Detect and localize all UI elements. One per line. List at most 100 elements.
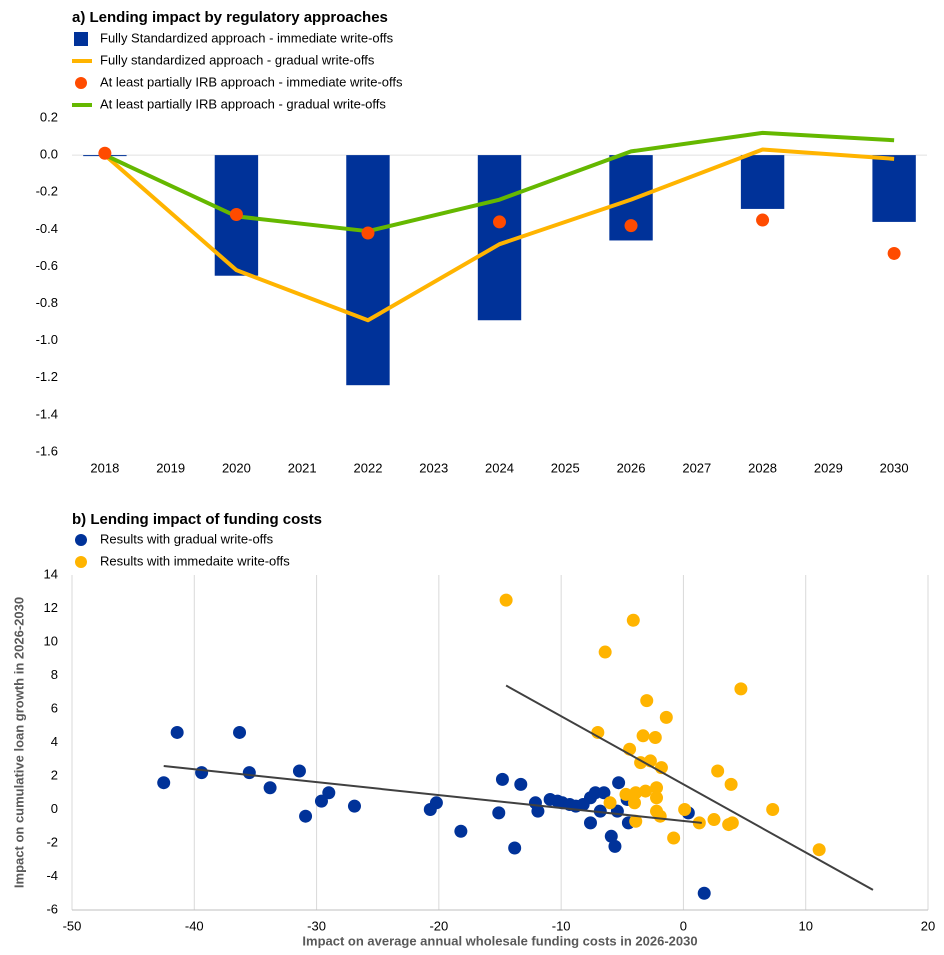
point bbox=[711, 764, 725, 778]
chart-title: a) Lending impact by regulatory approach… bbox=[72, 9, 388, 26]
x-tick-label: 2028 bbox=[748, 460, 777, 475]
x-tick-label: 20 bbox=[921, 918, 935, 933]
point bbox=[499, 593, 513, 607]
x-tick-label: -50 bbox=[63, 918, 82, 933]
point bbox=[812, 843, 826, 857]
point bbox=[659, 710, 673, 724]
point bbox=[508, 841, 522, 855]
point bbox=[722, 818, 736, 832]
y-tick-label: -1.6 bbox=[36, 443, 58, 458]
x-tick-label: 2027 bbox=[682, 460, 711, 475]
point bbox=[429, 796, 443, 810]
y-tick-label: -0.2 bbox=[36, 184, 58, 199]
y-tick-label: -6 bbox=[46, 901, 58, 916]
x-tick-label: 2019 bbox=[156, 460, 185, 475]
y-tick-label: 4 bbox=[51, 734, 58, 749]
marker bbox=[756, 213, 770, 227]
point bbox=[292, 764, 306, 778]
y-tick-label: 0.2 bbox=[40, 109, 58, 124]
point bbox=[619, 787, 633, 801]
point bbox=[314, 794, 328, 808]
legend-label: Fully Standardized approach - immediate … bbox=[100, 30, 394, 45]
point bbox=[263, 781, 277, 795]
point bbox=[667, 831, 681, 845]
point bbox=[242, 766, 256, 780]
y-tick-label: -1.2 bbox=[36, 369, 58, 384]
y-tick-label: 2 bbox=[51, 767, 58, 782]
point bbox=[640, 694, 654, 708]
y-tick-label: 10 bbox=[44, 633, 58, 648]
point bbox=[653, 809, 667, 823]
x-tick-label: 2023 bbox=[419, 460, 448, 475]
legend-label: Results with immedaite write-offs bbox=[100, 553, 290, 568]
marker bbox=[887, 246, 901, 260]
x-tick-label: 2026 bbox=[617, 460, 646, 475]
y-tick-label: 0 bbox=[51, 801, 58, 816]
y-axis-label: Impact on cumulative loan growth in 2026… bbox=[11, 597, 26, 888]
point bbox=[629, 786, 643, 800]
point bbox=[626, 613, 640, 627]
legend-label: At least partially IRB approach - gradua… bbox=[100, 96, 386, 111]
legend-label: Results with gradual write-offs bbox=[100, 531, 274, 546]
point bbox=[628, 796, 642, 810]
trend-line bbox=[505, 684, 874, 891]
point bbox=[639, 784, 653, 798]
point bbox=[495, 772, 509, 786]
point bbox=[233, 725, 247, 739]
bar bbox=[740, 155, 785, 209]
point bbox=[724, 777, 738, 791]
marker bbox=[493, 215, 506, 229]
point bbox=[347, 799, 361, 813]
legend-swatch bbox=[75, 534, 87, 546]
x-axis-label: Impact on average annual wholesale fundi… bbox=[302, 933, 697, 948]
x-tick-label: 2022 bbox=[354, 460, 383, 475]
point bbox=[299, 809, 313, 823]
y-tick-label: 12 bbox=[44, 600, 58, 615]
x-tick-label: -10 bbox=[552, 918, 571, 933]
legend-label: Fully standardized approach - gradual wr… bbox=[100, 52, 375, 67]
y-tick-label: -0.6 bbox=[36, 258, 58, 273]
y-tick-label: -4 bbox=[46, 868, 58, 883]
y-tick-label: -0.4 bbox=[36, 221, 58, 236]
point bbox=[604, 829, 618, 843]
y-tick-label: -2 bbox=[46, 834, 58, 849]
point bbox=[157, 776, 171, 790]
legend-swatch bbox=[75, 77, 87, 89]
point bbox=[636, 729, 650, 743]
x-tick-label: 2020 bbox=[222, 460, 251, 475]
x-tick-label: 2029 bbox=[814, 460, 843, 475]
marker bbox=[229, 207, 243, 221]
x-tick-label: 2030 bbox=[880, 460, 909, 475]
point bbox=[322, 786, 336, 800]
y-tick-label: 0.0 bbox=[40, 147, 58, 162]
y-tick-label: 14 bbox=[44, 566, 58, 581]
line bbox=[103, 147, 895, 323]
legend-swatch bbox=[75, 556, 87, 568]
point bbox=[603, 796, 617, 810]
y-tick-label: 6 bbox=[51, 700, 58, 715]
y-tick-label: 8 bbox=[51, 667, 58, 682]
x-tick-label: -20 bbox=[429, 918, 448, 933]
point bbox=[597, 786, 611, 800]
point bbox=[492, 806, 506, 820]
point bbox=[678, 803, 692, 816]
point bbox=[650, 791, 664, 805]
marker bbox=[361, 226, 375, 240]
y-tick-label: -1.0 bbox=[36, 332, 58, 347]
point bbox=[454, 824, 468, 838]
point bbox=[531, 804, 545, 818]
x-tick-label: -40 bbox=[185, 918, 204, 933]
legend-swatch bbox=[74, 32, 88, 46]
bar bbox=[872, 155, 916, 222]
x-tick-label: 2024 bbox=[485, 460, 514, 475]
legend-label: At least partially IRB approach - immedi… bbox=[100, 74, 403, 89]
point bbox=[734, 682, 748, 696]
x-tick-label: 2025 bbox=[551, 460, 580, 475]
point bbox=[707, 813, 721, 827]
point bbox=[612, 776, 626, 790]
x-tick-label: -30 bbox=[307, 918, 326, 933]
point bbox=[629, 814, 643, 828]
point bbox=[598, 645, 612, 659]
point bbox=[195, 766, 209, 780]
